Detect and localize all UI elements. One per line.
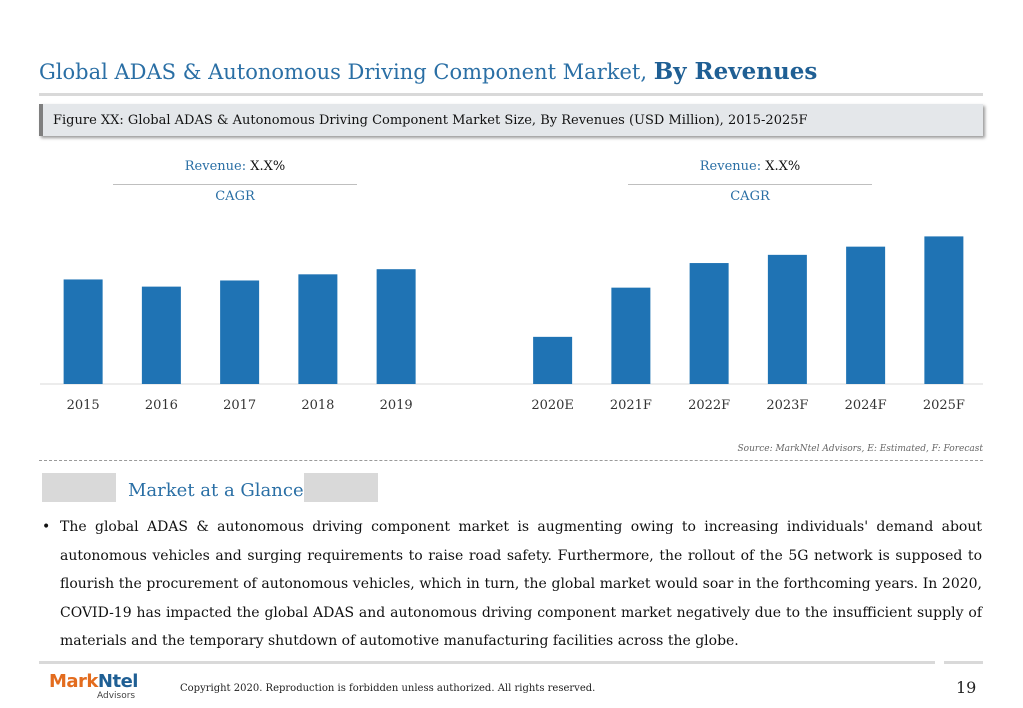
bar-2018: [298, 274, 338, 384]
bar-2019: [376, 269, 416, 384]
bar-2016: [141, 286, 181, 384]
page-title-regular: Global ADAS & Autonomous Driving Compone…: [39, 60, 654, 84]
logo-sub-text: Advisors: [97, 691, 136, 701]
cagr-left: Revenue: X.X% CAGR: [113, 159, 357, 204]
caption-accent-bar: [39, 104, 43, 136]
dashed-divider: [39, 460, 983, 461]
glance-decor-right: [304, 473, 378, 502]
glance-paragraph: • The global ADAS & autonomous driving c…: [42, 513, 982, 656]
title-divider: [39, 93, 983, 96]
cagr-right: Revenue: X.X% CAGR: [628, 159, 872, 204]
x-tick-label-2022F: 2022F: [688, 398, 730, 413]
figure-caption: Figure XX: Global ADAS & Autonomous Driv…: [53, 113, 808, 128]
cagr-right-sub: CAGR: [730, 189, 770, 204]
page-title-bold: By Revenues: [653, 58, 818, 85]
x-tick-label-2019: 2019: [380, 398, 413, 413]
bar-2017: [220, 280, 260, 384]
bar-2023F: [767, 254, 807, 384]
source-note: Source: MarkNtel Advisors, E: Estimated,…: [737, 444, 983, 454]
bar-2024F: [846, 246, 886, 384]
bullet-marker: •: [42, 519, 51, 535]
x-tick-label-2024F: 2024F: [845, 398, 887, 413]
cagr-left-value: X.X%: [250, 159, 286, 174]
logo-ntel-text: Ntel: [97, 671, 139, 692]
bar-2022F: [689, 263, 729, 384]
x-tick-label-2017: 2017: [223, 398, 256, 413]
glance-text: The global ADAS & autonomous driving com…: [60, 519, 982, 650]
glance-decor-left: [42, 473, 116, 502]
bar-2015: [63, 279, 103, 384]
copyright-text: Copyright 2020. Reproduction is forbidde…: [180, 683, 596, 694]
x-tick-label-2023F: 2023F: [766, 398, 808, 413]
x-tick-label-2015: 2015: [67, 398, 100, 413]
x-tick-label-2016: 2016: [145, 398, 178, 413]
x-tick-label-2018: 2018: [301, 398, 334, 413]
footer-divider-short: [944, 661, 983, 664]
bar-2025F: [924, 236, 964, 384]
cagr-left-rule: [113, 184, 357, 185]
bar-2020E: [533, 336, 573, 384]
page-number: 19: [956, 678, 977, 697]
page-title: Global ADAS & Autonomous Driving Compone…: [39, 58, 817, 85]
cagr-left-label: Revenue:: [184, 159, 251, 174]
x-tick-label-2025F: 2025F: [923, 398, 965, 413]
logo-mark-text: Mark: [49, 671, 98, 692]
cagr-left-sub: CAGR: [215, 189, 255, 204]
x-tick-label-2021F: 2021F: [610, 398, 652, 413]
brand-logo: MarkNtel Advisors: [49, 671, 139, 701]
cagr-right-value: X.X%: [765, 159, 801, 174]
bar-2021F: [611, 287, 651, 384]
figure-caption-box: Figure XX: Global ADAS & Autonomous Driv…: [39, 104, 983, 136]
cagr-right-rule: [628, 184, 872, 185]
footer-divider: [39, 661, 935, 664]
glance-title: Market at a Glance: [128, 480, 304, 501]
cagr-right-label: Revenue:: [699, 159, 766, 174]
x-tick-label-2020E: 2020E: [531, 398, 574, 413]
